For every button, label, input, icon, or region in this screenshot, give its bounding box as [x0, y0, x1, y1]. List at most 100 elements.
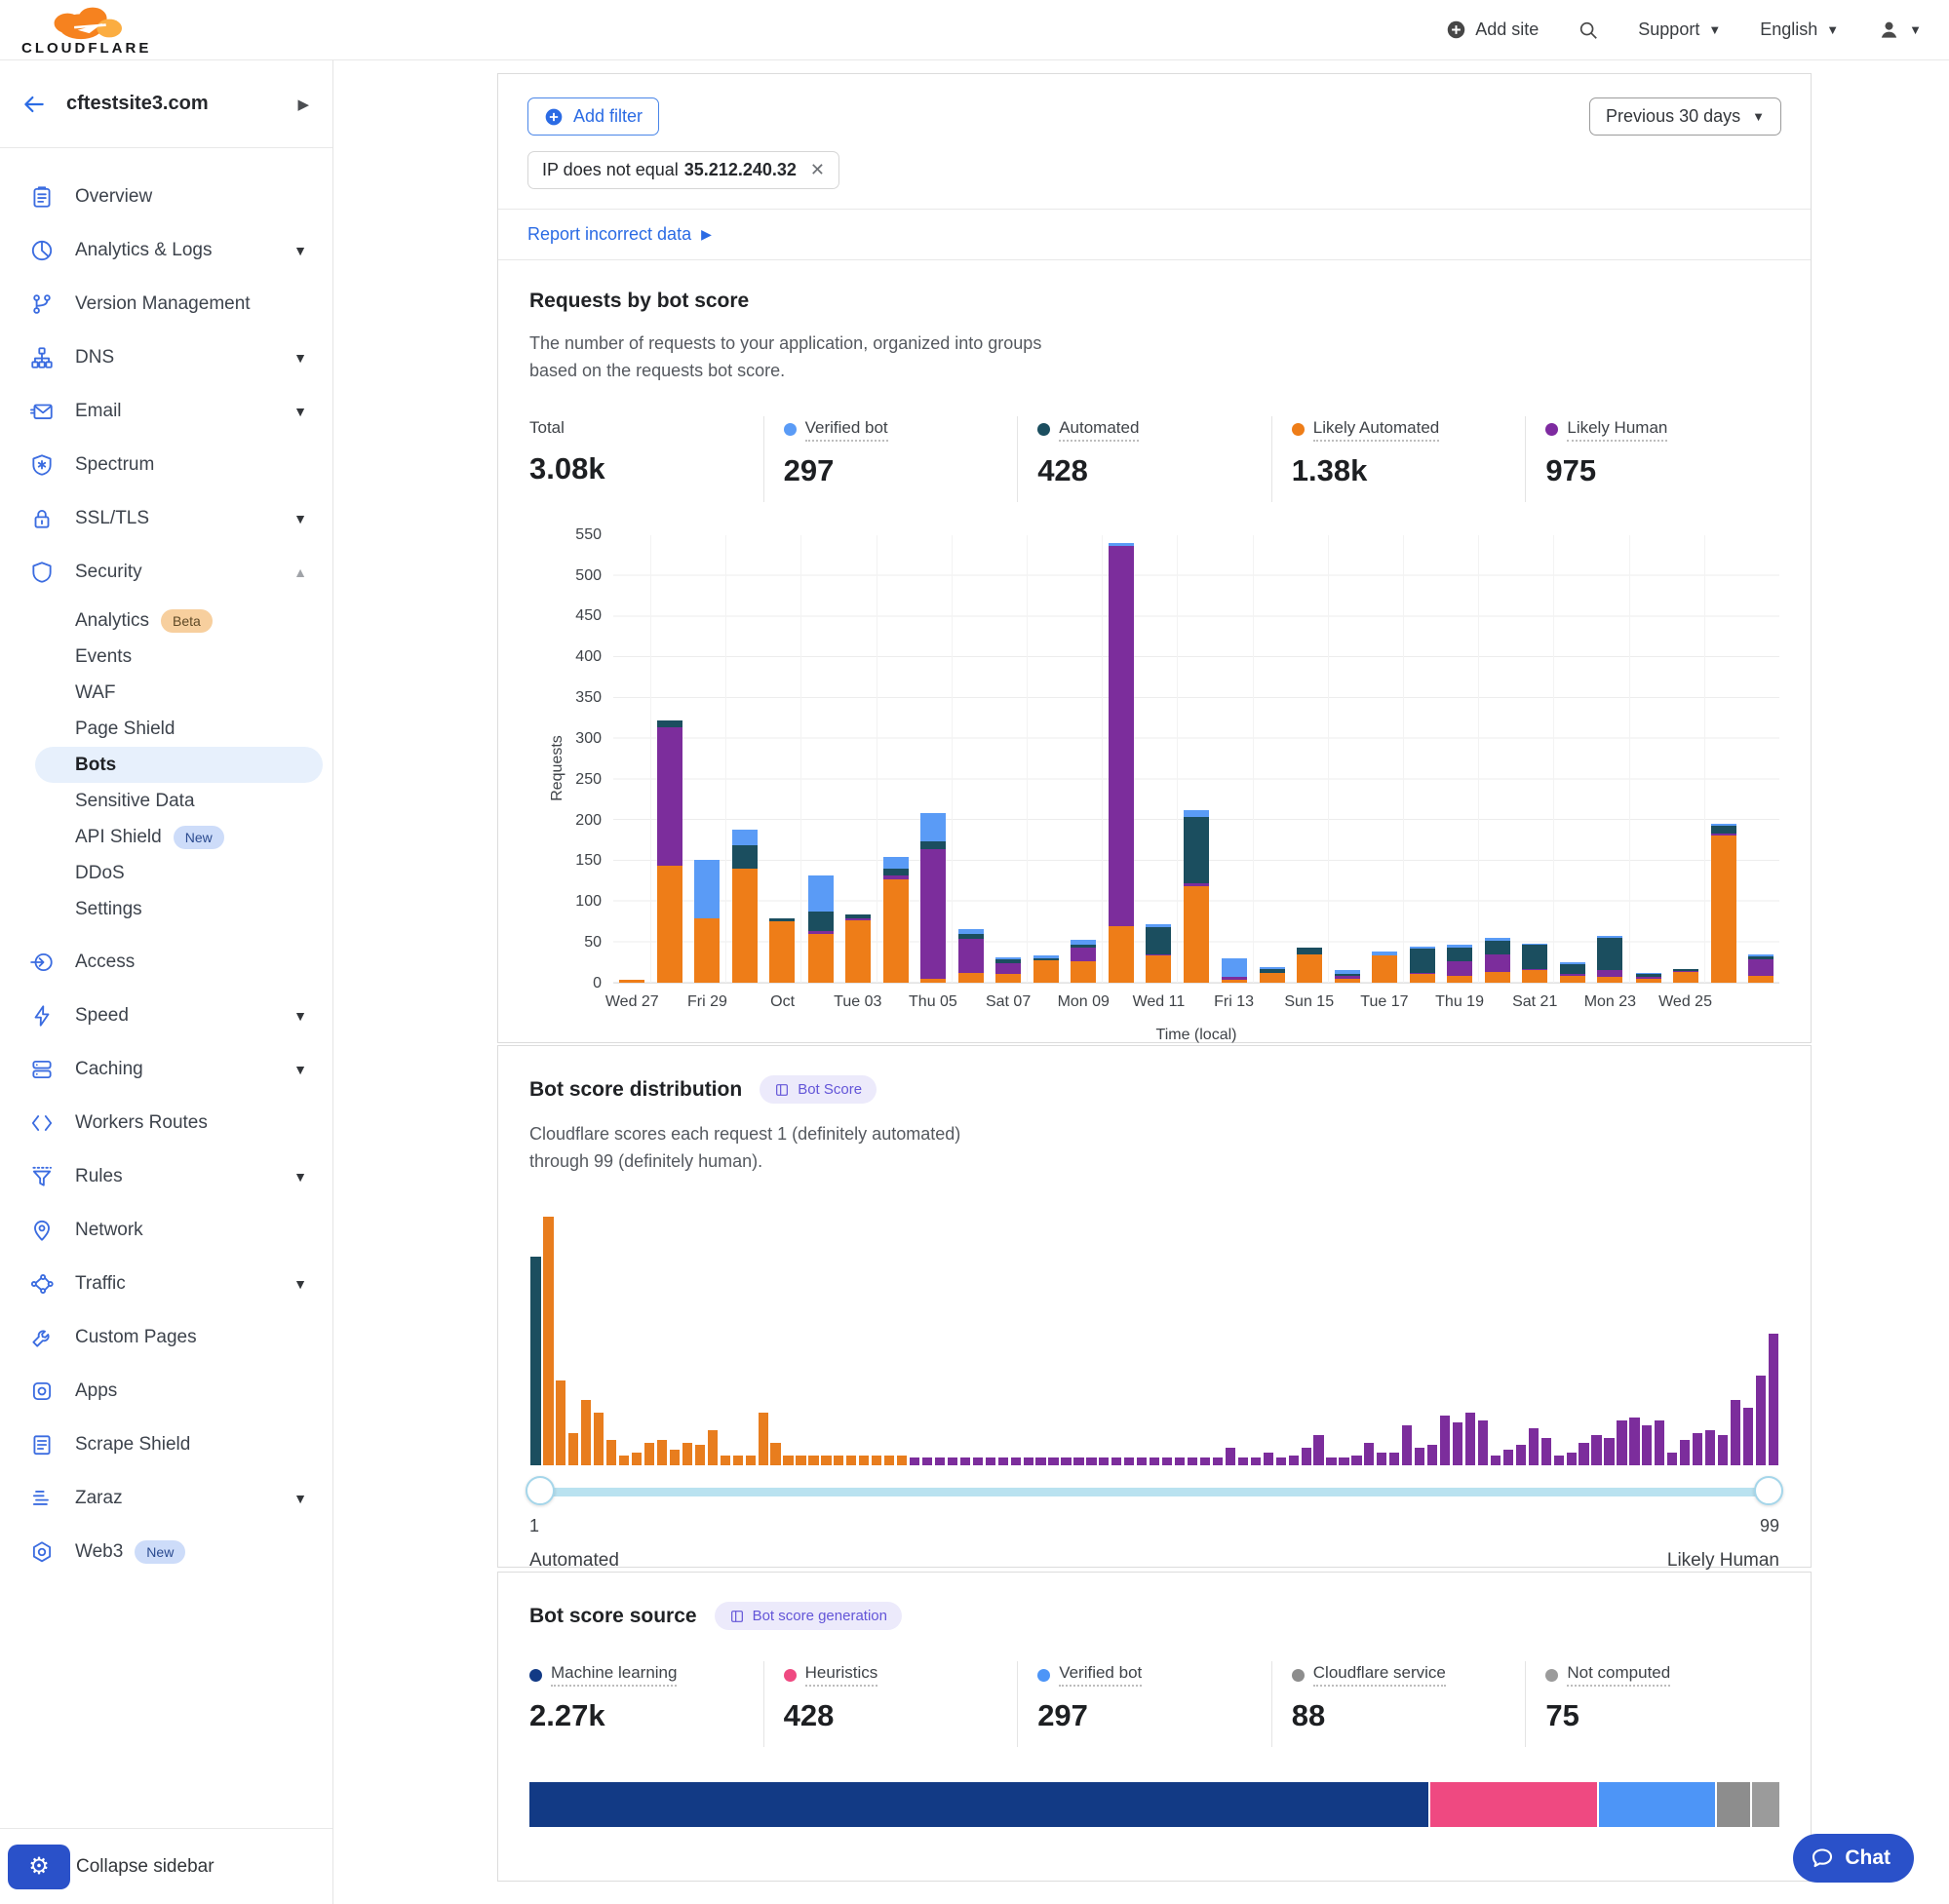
sidebar-item-label: Sensitive Data	[75, 790, 195, 811]
slider-track[interactable]	[529, 1487, 1779, 1496]
sidebar-item-caching[interactable]: Caching ▼	[0, 1042, 332, 1096]
bar-segment-likely-human	[1221, 976, 1247, 981]
sidebar-item-spectrum[interactable]: Spectrum	[0, 438, 332, 491]
sidebar-item-version-management[interactable]: Version Management	[0, 277, 332, 330]
sidebar-item-overview[interactable]: Overview	[0, 170, 332, 223]
distribution-bar	[1236, 1217, 1249, 1465]
requests-stat-likely-automated: Likely Automated 1.38k	[1270, 415, 1526, 502]
sidebar-item-dns[interactable]: DNS ▼	[0, 330, 332, 384]
bot-score-generation-doc-badge[interactable]: Bot score generation	[714, 1602, 902, 1630]
distribution-bar	[1376, 1217, 1388, 1465]
stat-label[interactable]: Automated	[1059, 418, 1140, 442]
add-filter-button[interactable]: Add filter	[527, 97, 660, 136]
sidebar-item-waf[interactable]: WAF	[0, 675, 332, 711]
bar-segment-likely-automated	[1033, 960, 1060, 983]
account-menu[interactable]: ▼	[1878, 19, 1922, 41]
sidebar-item-label: Version Management	[75, 292, 251, 314]
sidebar-item-email[interactable]: Email ▼	[0, 384, 332, 438]
bar-segment-likely-human	[1109, 546, 1135, 927]
remove-filter-icon[interactable]: ✕	[809, 160, 825, 179]
sidebar-item-ssl-tls[interactable]: SSL/TLS ▼	[0, 491, 332, 545]
sidebar-item-network[interactable]: Network	[0, 1203, 332, 1257]
chevron-right-icon[interactable]: ▶	[297, 96, 309, 113]
sidebar-item-api-shield[interactable]: API Shield New	[0, 819, 332, 855]
stacked-bar	[1065, 535, 1102, 983]
sidebar-item-apps[interactable]: Apps	[0, 1364, 332, 1418]
add-site-button[interactable]: Add site	[1446, 19, 1539, 40]
settings-gear-button[interactable]: ⚙	[8, 1844, 70, 1889]
date-range-dropdown[interactable]: Previous 30 days ▼	[1589, 97, 1781, 136]
sidebar-item-zaraz[interactable]: Zaraz ▼	[0, 1471, 332, 1525]
cloudflare-logo[interactable]: CLOUDFLARE	[21, 5, 151, 56]
sidebar-item-web3[interactable]: Web3 New	[0, 1525, 332, 1578]
sidebar: cftestsite3.com ▶ Overview Analytics & Lo…	[0, 60, 333, 1904]
bar-segment-likely-human	[1710, 833, 1736, 836]
sidebar-item-rules[interactable]: Rules ▼	[0, 1149, 332, 1203]
stacked-bar	[876, 534, 915, 983]
bar-segment-verified-bot	[1522, 943, 1548, 946]
source-stat-cloudflare-service: Cloudflare service 88	[1270, 1661, 1526, 1747]
stat-label[interactable]: Heuristics	[804, 1663, 878, 1687]
sidebar-item-settings[interactable]: Settings	[0, 891, 332, 927]
stacked-bar	[1177, 534, 1215, 983]
bar-segment-verified-bot	[1109, 543, 1135, 547]
bar-segment-likely-human	[1560, 974, 1586, 977]
slider-handle-max[interactable]	[1754, 1475, 1783, 1505]
sidebar-item-sensitive-data[interactable]: Sensitive Data	[0, 783, 332, 819]
sidebar-item-access[interactable]: Access	[0, 935, 332, 989]
stat-label[interactable]: Likely Human	[1567, 418, 1668, 442]
bot-score-doc-badge[interactable]: Bot Score	[760, 1075, 877, 1104]
chat-button[interactable]: Chat	[1793, 1834, 1914, 1883]
sidebar-item-events[interactable]: Events	[0, 639, 332, 675]
report-incorrect-data-link[interactable]: Report incorrect data ▶	[527, 224, 712, 244]
search-button[interactable]	[1578, 19, 1599, 41]
speed-icon	[29, 1003, 55, 1029]
access-icon	[29, 950, 55, 975]
collapse-sidebar-button[interactable]: Collapse sidebar	[76, 1855, 214, 1877]
distribution-bar	[1098, 1217, 1111, 1465]
stat-value: 75	[1545, 1698, 1579, 1732]
sidebar-item-speed[interactable]: Speed ▼	[0, 989, 332, 1042]
stacked-bar	[688, 535, 725, 983]
sidebar-item-workers-routes[interactable]: Workers Routes	[0, 1096, 332, 1149]
stat-label[interactable]: Likely Automated	[1312, 418, 1440, 442]
sidebar-item-scrape-shield[interactable]: Scrape Shield	[0, 1418, 332, 1471]
bar-segment-likely-automated	[1371, 955, 1397, 983]
sidebar-item-page-shield[interactable]: Page Shield	[0, 711, 332, 747]
stacked-bar	[1441, 535, 1478, 983]
chevron-down-icon: ▼	[1752, 109, 1765, 124]
sidebar-item-traffic[interactable]: Traffic ▼	[0, 1257, 332, 1310]
stat-label[interactable]: Verified bot	[804, 418, 888, 442]
sidebar-item-analytics-logs[interactable]: Analytics & Logs ▼	[0, 223, 332, 277]
bar-segment-verified-bot	[882, 857, 909, 869]
stacked-bar	[1667, 535, 1704, 983]
sidebar-item-custom-pages[interactable]: Custom Pages	[0, 1310, 332, 1364]
distribution-bar	[1692, 1217, 1704, 1465]
stat-label[interactable]: Verified bot	[1059, 1663, 1143, 1687]
distribution-bar	[656, 1217, 669, 1465]
stat-label[interactable]: Machine learning	[551, 1663, 678, 1687]
sidebar-item-label: Traffic	[75, 1272, 126, 1294]
sidebar-item-security[interactable]: Security ▲	[0, 545, 332, 599]
bar-segment-likely-automated	[619, 980, 645, 983]
sidebar-item-analytics[interactable]: Analytics Beta	[0, 602, 332, 639]
stat-label[interactable]: Cloudflare service	[1312, 1663, 1446, 1687]
back-arrow-icon[interactable]	[21, 92, 47, 117]
sidebar-item-ddos[interactable]: DDoS	[0, 855, 332, 891]
custom-pages-icon	[29, 1325, 55, 1350]
chevron-down-icon: ▼	[1708, 22, 1722, 37]
support-menu[interactable]: Support ▼	[1638, 19, 1722, 39]
sidebar-item-bots[interactable]: Bots	[0, 747, 332, 783]
rules-icon	[29, 1164, 55, 1189]
search-icon	[1580, 21, 1598, 39]
distribution-bar	[1476, 1217, 1489, 1465]
slider-handle-min[interactable]	[526, 1475, 555, 1505]
stat-label[interactable]: Not computed	[1567, 1663, 1671, 1687]
stacked-bar	[839, 535, 877, 983]
source-section-title: Bot score source	[529, 1604, 697, 1627]
filter-chip[interactable]: IP does not equal 35.212.240.32 ✕	[527, 151, 839, 189]
language-menu[interactable]: English ▼	[1760, 19, 1840, 39]
divider	[498, 209, 1811, 210]
bar-segment-automated	[807, 912, 834, 932]
bar-segment-likely-automated	[657, 866, 683, 983]
